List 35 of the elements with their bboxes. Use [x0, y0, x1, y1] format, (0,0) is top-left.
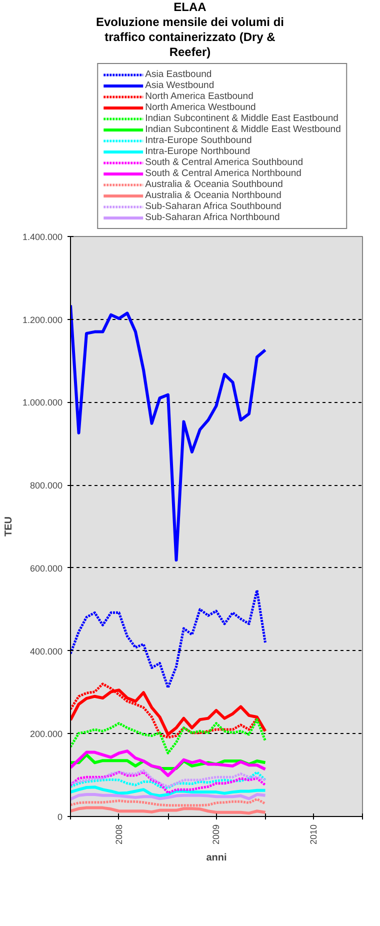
- legend-label: Sub-Saharan Africa Northbound: [145, 212, 280, 223]
- y-tick-label: 200.000: [30, 729, 63, 740]
- legend-label: North America Eastbound: [145, 91, 254, 102]
- legend-label: Asia Westbound: [145, 80, 214, 91]
- x-axis-title: anni: [206, 852, 227, 864]
- line-series: [70, 589, 267, 689]
- chart-subtitle: Evoluzione mensile dei volumi di traffico containerizzato (Dry & Reefer): [96, 15, 284, 59]
- y-tick-label: 0: [57, 812, 63, 822]
- legend-label: Australia & Oceania Northbound: [145, 190, 282, 201]
- legend-label: North America Westbound: [145, 102, 256, 113]
- y-axis-title: TEU: [3, 516, 14, 536]
- line-series: [70, 750, 267, 777]
- legend-label: Indian Subcontinent & Middle East Westbound: [145, 124, 341, 135]
- y-tick-label: 800.000: [30, 480, 63, 491]
- x-tick-label: 2009: [211, 824, 222, 845]
- line-series: [70, 718, 267, 754]
- legend-label: Indian Subcontinent & Middle East Eastbound: [145, 113, 338, 124]
- line-series: [70, 304, 267, 562]
- chart-title: ELAA: [174, 0, 206, 14]
- x-tick-label: 2008: [114, 824, 124, 845]
- legend-label: Intra-Europe Northbound: [145, 146, 250, 157]
- legend-label: South & Central America Southbound: [145, 157, 304, 168]
- line-series: [70, 786, 267, 798]
- y-tick-label: 600.000: [30, 563, 63, 574]
- legend-label: Sub-Saharan Africa Southbound: [145, 201, 282, 212]
- y-tick-label: 1.000.000: [22, 398, 63, 408]
- legend-label: South & Central America Northbound: [145, 168, 302, 179]
- x-tick-label: 2010: [308, 824, 318, 845]
- legend-label: Asia Eastbound: [145, 69, 212, 80]
- y-tick-label: 400.000: [30, 646, 63, 656]
- y-tick-label: 1.400.000: [22, 232, 63, 242]
- legend-label: Intra-Europe Southbound: [145, 135, 252, 146]
- y-tick-label: 1.200.000: [22, 314, 63, 325]
- line-series: [70, 770, 267, 794]
- legend-label: Australia & Oceania Southbound: [145, 179, 283, 190]
